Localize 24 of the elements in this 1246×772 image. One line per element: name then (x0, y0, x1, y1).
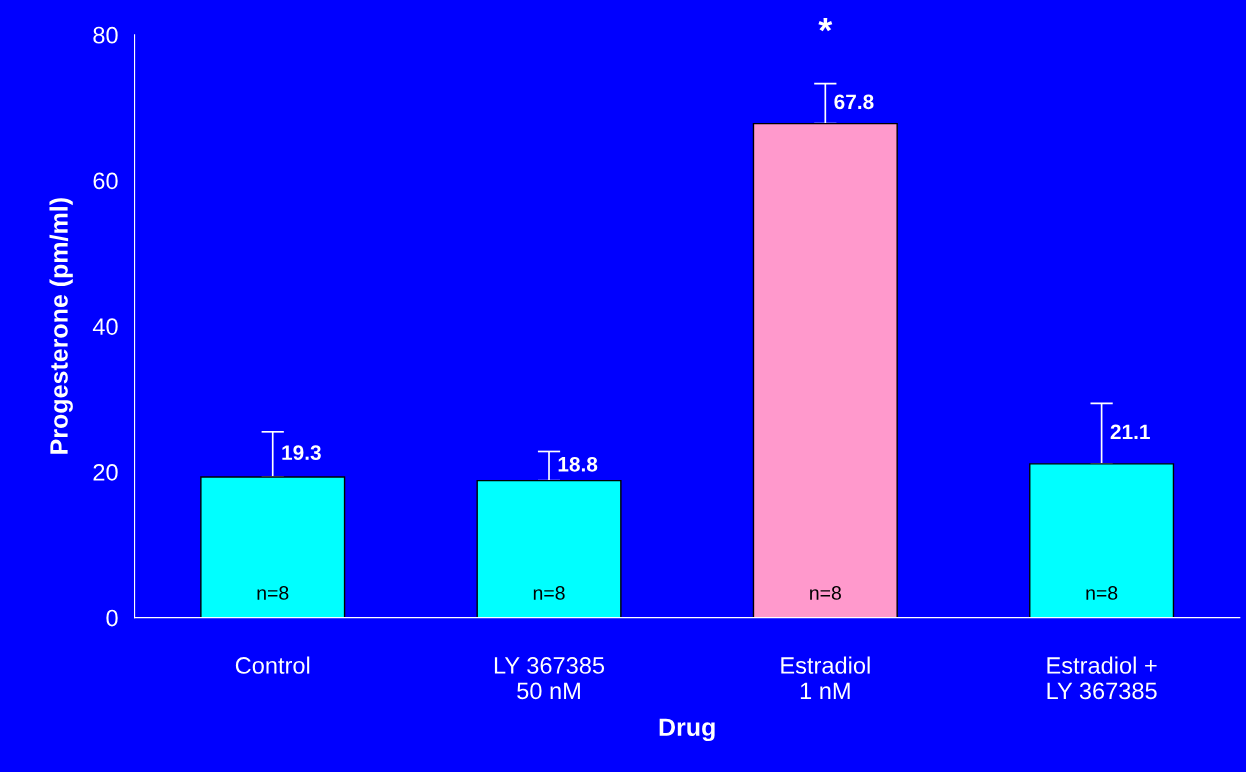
bar (200, 476, 346, 618)
x-tick-label: Estradiol 1 nM (781, 656, 870, 700)
y-tick-label: 40 (92, 318, 118, 335)
x-tick-label: Estradiol + LY 367385 (1047, 656, 1157, 700)
x-tick-label: LY 367385 50 nM (494, 657, 605, 700)
annotation: n=8 (1086, 586, 1118, 600)
y-axis-title: Progesterone (pm/ml) (49, 198, 73, 454)
y-tick-label: 80 (93, 26, 118, 44)
bar (752, 122, 898, 618)
y-tick-label: 20 (93, 463, 118, 481)
data-label: 21.1 (1110, 424, 1150, 440)
x-axis-title: Drug (659, 718, 715, 742)
bar (1029, 463, 1175, 618)
annotation: n=8 (533, 586, 565, 600)
y-tick-label: 60 (93, 172, 118, 190)
y-tick-label: 0 (106, 609, 118, 627)
x-tick-label: Control (235, 656, 310, 674)
annotation: n=8 (257, 586, 289, 600)
data-label: 19.3 (282, 445, 321, 461)
data-label: 67.8 (834, 94, 874, 110)
bar (476, 479, 622, 618)
annotation: * (818, 17, 833, 32)
data-label: 18.8 (558, 456, 598, 472)
annotation: n=8 (810, 586, 841, 600)
